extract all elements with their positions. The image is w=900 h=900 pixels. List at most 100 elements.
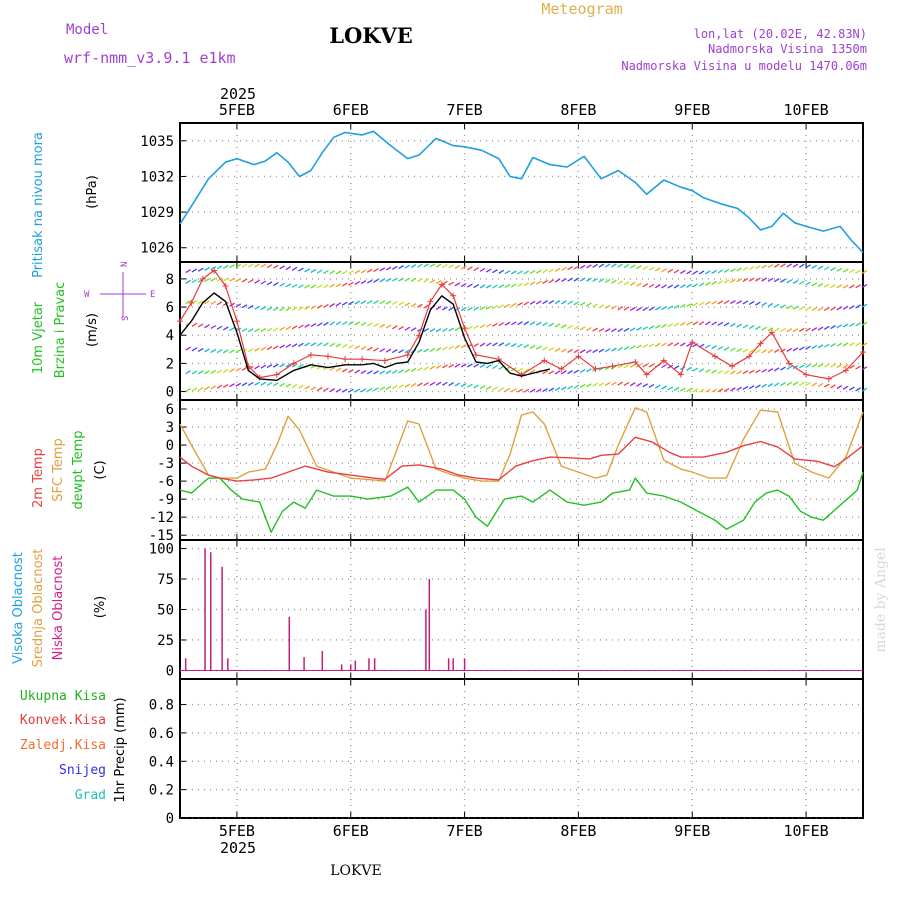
wind-barb [748,325,755,330]
wind-barb [792,328,799,333]
bottom-day-label: 7FEB [447,822,483,840]
wind-barb [836,342,843,347]
wind-ylabel-unit: (m/s) [85,313,100,347]
wind-barb [586,302,592,307]
wind-barb [279,265,285,270]
wind-barb [836,324,843,329]
y-tick-label: 2 [166,356,174,372]
wind-barb [341,368,348,373]
wind-barb [617,328,624,333]
wind-barb [830,283,836,289]
wind-barb [548,322,555,327]
wind-barb [723,370,730,375]
wind-barb [861,283,868,289]
wind-barb [204,300,210,305]
wind-barb [717,369,724,375]
wind-barb [773,263,780,268]
cloud-ylabel-low: Niska Oblacnost [51,556,66,661]
wind-barb [817,382,824,388]
wind-barb [773,278,780,283]
wind-barb [429,263,436,268]
wind-barb [273,281,279,287]
wind-barb [366,346,373,351]
wind-barb [241,278,248,283]
panel-frame [179,399,864,541]
wind-barb [723,346,730,351]
wind-barb [579,264,586,269]
wind-barb [617,263,624,268]
wind-barb [185,279,192,284]
wind-barb [229,383,235,388]
wind-barb [348,368,354,374]
wind-barb [617,381,624,386]
wind-barb [360,346,367,351]
cloud-ylabel-mid: Srednja Oblacnost [31,549,46,668]
wind-barb [485,284,492,289]
wind-barb [448,382,454,387]
wind-barb [310,342,317,347]
top-day-label: 10FEB [784,101,829,119]
wind-barb [485,385,492,391]
wind-barb [567,300,573,305]
bottom-day-label: 8FEB [560,822,596,840]
wind-barb [304,268,310,273]
wind-barb [448,345,454,350]
wind-barb [266,381,273,386]
wind-barb [830,325,836,330]
wind-barb [454,344,461,350]
gust-marker [404,351,411,358]
wind-barb [191,268,198,273]
wind-barb [329,283,336,288]
wind-barb [235,277,242,283]
gust-marker [381,357,388,364]
wind-barb [548,347,555,352]
wind-barb [780,278,786,283]
wind-barb [548,370,555,375]
wind-barb [830,384,836,389]
wind-barb [467,306,473,312]
wind-barb [216,349,223,354]
wind-barb [786,263,793,268]
y-tick-label: 0 [166,811,174,827]
wind-barb [523,321,530,326]
wind-barb [216,325,223,330]
wind-barb [335,270,342,275]
wind-barb [861,321,868,326]
wind-barb [485,323,492,328]
wind-barb [623,364,630,369]
wind-barb [517,321,523,326]
gust-marker [860,349,866,356]
wind-barb [348,388,354,393]
wind-barb [611,279,617,284]
wind-barb [811,382,818,387]
wind-barb [229,327,235,332]
wind-barb [404,326,411,331]
wind-barb [229,277,235,282]
wind-barb [492,386,498,391]
wind-barb [429,328,436,333]
wind-barb [742,277,749,282]
wind-barb [323,342,329,347]
wind-barb [667,342,674,347]
wind-barb [554,267,561,272]
wind-barb [604,263,611,268]
wind-barb [855,365,861,370]
wind-barb [448,281,454,286]
wind-barb [623,346,630,351]
wind-barb [736,278,742,283]
wind-barb [467,325,473,330]
wind-barb [805,363,811,369]
wind-barb [548,299,555,305]
wind-barb [442,381,448,386]
wind-barb [705,281,711,286]
wind-barb [404,368,411,373]
wind-speed-line [179,292,551,381]
wind-barb [811,306,818,312]
wind-barb [798,280,805,285]
wind-barb [335,388,342,393]
pressure-ylabel: Pritisak na nivou mora (hPa) [31,132,100,278]
wind-barb [723,322,730,327]
wind-barb [636,265,642,270]
wind-barb [423,263,429,268]
wind-barb [661,385,667,390]
